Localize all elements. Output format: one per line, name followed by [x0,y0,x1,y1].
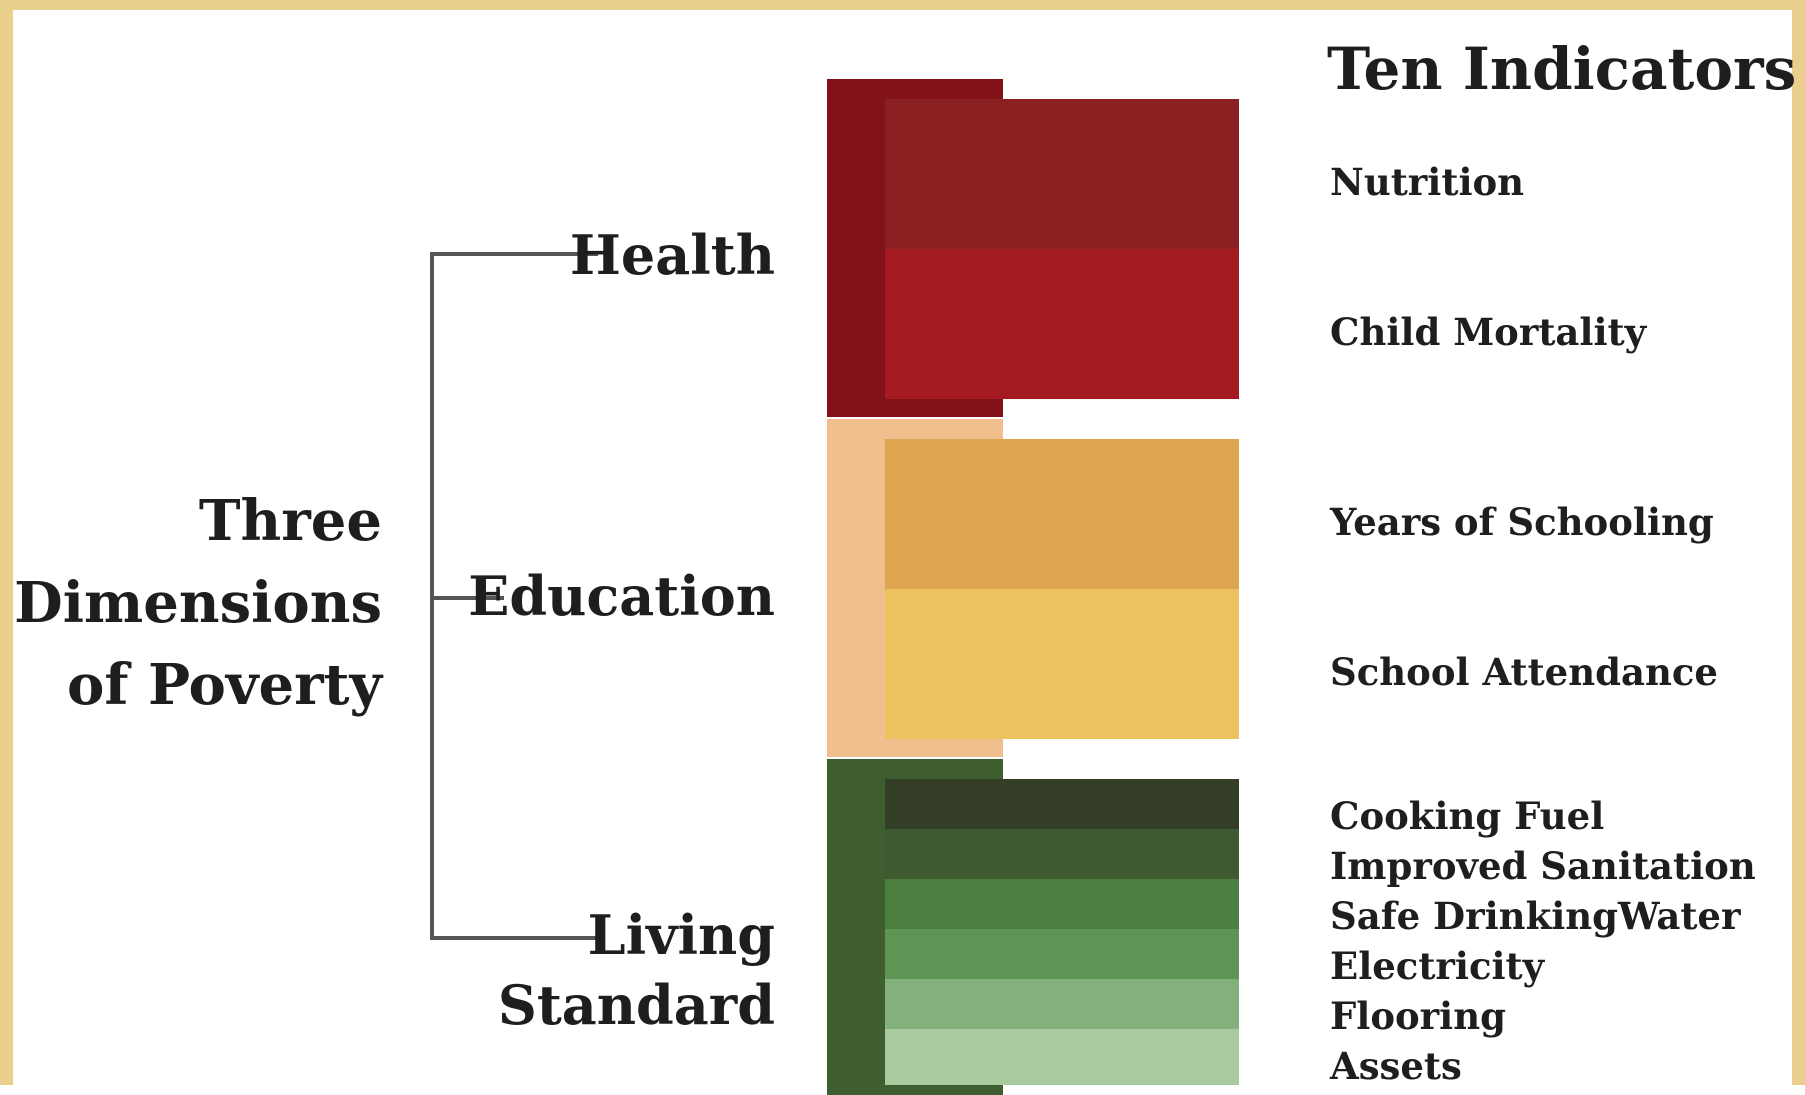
dimension-label-line: Health [569,223,775,287]
indicator-safe-drinking-water: Safe DrinkingWater [1330,894,1741,938]
indicator-flooring: Flooring [1330,994,1507,1038]
living-band-electricity [885,929,1239,979]
indicator-nutrition: Nutrition [1330,160,1525,204]
bracket-branch-health [430,252,598,256]
living-band-assets [885,1029,1239,1085]
dimension-label-line: Living [587,903,775,967]
indicator-years-of-schooling: Years of Schooling [1330,500,1714,544]
indicator-improved-sanitation: Improved Sanitation [1330,844,1756,888]
living-band-cooking-fuel [885,779,1239,829]
dimension-label-living-standard: Living Standard [498,900,775,1040]
bracket-branch-education [434,596,504,600]
diagram-title: Ten Indicators [1327,35,1797,103]
health-band-nutrition [885,99,1239,249]
indicator-cooking-fuel: Cooking Fuel [1330,794,1605,838]
indicator-electricity: Electricity [1330,944,1545,988]
dimension-label-line: Standard [497,973,775,1037]
living-band-flooring [885,979,1239,1029]
health-band-child-mortality [885,249,1239,399]
indicator-child-mortality: Child Mortality [1330,310,1647,354]
education-band-school-attendance [885,589,1239,739]
bracket-vertical-line [430,252,434,940]
bracket-branch-living [430,936,598,940]
dimension-label-health: Health [570,220,775,290]
education-band-years-of-schooling [885,439,1239,589]
living-band-safe-drinking-water [885,879,1239,929]
root-label-line: of Poverty [67,652,382,718]
root-label-line: Dimensions [14,570,382,636]
indicator-school-attendance: School Attendance [1330,650,1718,694]
root-label-line: Three [198,488,382,554]
living-band-improved-sanitation [885,829,1239,879]
dimension-label-line: Education [468,564,775,628]
dimension-label-education: Education [468,561,775,631]
indicator-assets: Assets [1330,1044,1462,1088]
root-label: Three Dimensions of Poverty [0,480,382,726]
